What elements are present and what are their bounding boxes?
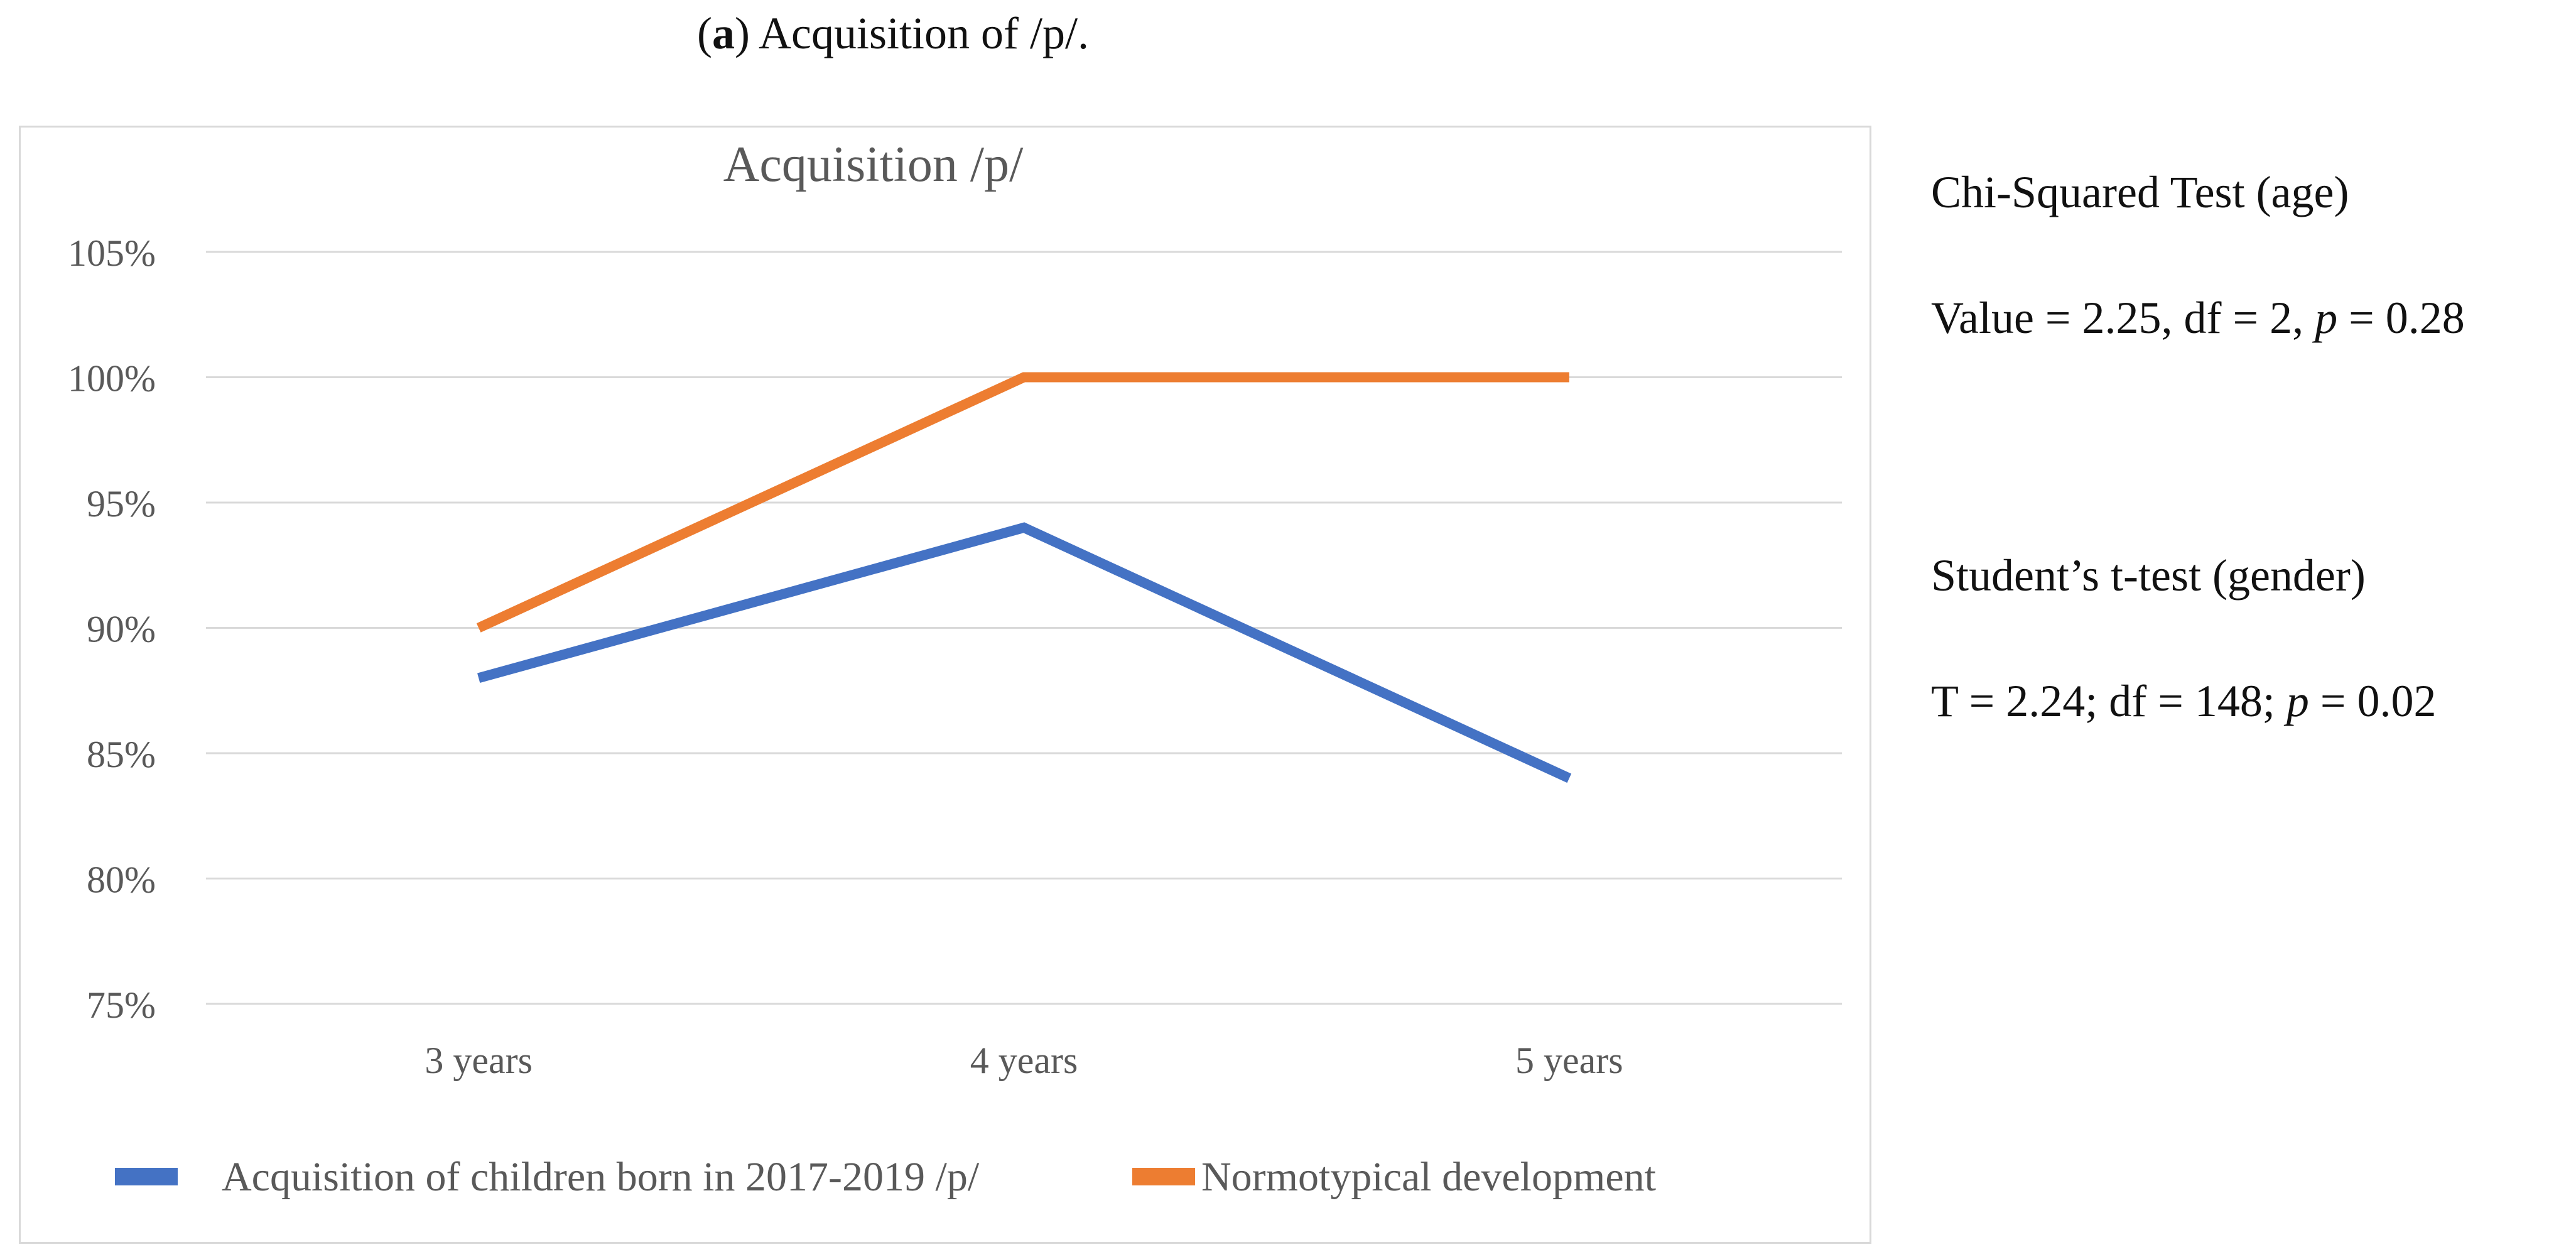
chi-value-p: p (2315, 293, 2338, 343)
y-tick-label: 80% (87, 859, 156, 901)
legend-label-1: Acquisition of children born in 2017-201… (222, 1154, 980, 1200)
y-tick-label: 95% (87, 483, 156, 525)
chart-title: Acquisition /p/ (723, 137, 1024, 192)
series-line-2 (476, 372, 1569, 633)
y-tick-label: 85% (87, 734, 156, 775)
legend-label-2: Normotypical development (1201, 1154, 1656, 1200)
line-chart: Acquisition /p/75% 80% 85% 90% 95% 100% 105% 3 … (68, 137, 1842, 1200)
t-value-p: p (2286, 676, 2309, 726)
figure-caption: (a) Acquisition of /p/. (697, 8, 1089, 60)
y-tick-label: 90% (87, 609, 156, 650)
legend-swatch-1 (115, 1168, 178, 1185)
x-tick-label: 3 years (425, 1040, 533, 1081)
caption-text: ) Acquisition of /p/. (734, 8, 1089, 58)
chi-squared-value: Value = 2.25, df = 2, p = 0.28 (1931, 292, 2465, 344)
y-tick-label: 100% (68, 358, 156, 400)
chi-squared-title: Chi-Squared Test (age) (1931, 167, 2349, 217)
x-tick-label: 5 years (1515, 1040, 1623, 1081)
series-line-1 (477, 522, 1572, 783)
y-tick-label: 105% (68, 232, 156, 274)
caption-label: a (712, 8, 735, 58)
legend-swatch-2 (1132, 1168, 1195, 1185)
t-test-title: Student’s t-test (gender) (1931, 550, 2366, 601)
x-tick-label: 4 years (970, 1040, 1078, 1081)
chi-value-suffix: = 0.28 (2337, 293, 2465, 343)
chi-value-prefix: Value = 2.25, df = 2, (1931, 293, 2315, 343)
chart-frame: Acquisition /p/75% 80% 85% 90% 95% 100% 105% 3 … (19, 126, 1871, 1244)
y-tick-label: 75% (87, 984, 156, 1026)
t-value-prefix: T = 2.24; df = 148; (1931, 676, 2286, 726)
caption-open-paren: ( (697, 8, 712, 58)
t-value-suffix: = 0.02 (2308, 676, 2437, 726)
t-test-value: T = 2.24; df = 148; p = 0.02 (1931, 675, 2436, 727)
